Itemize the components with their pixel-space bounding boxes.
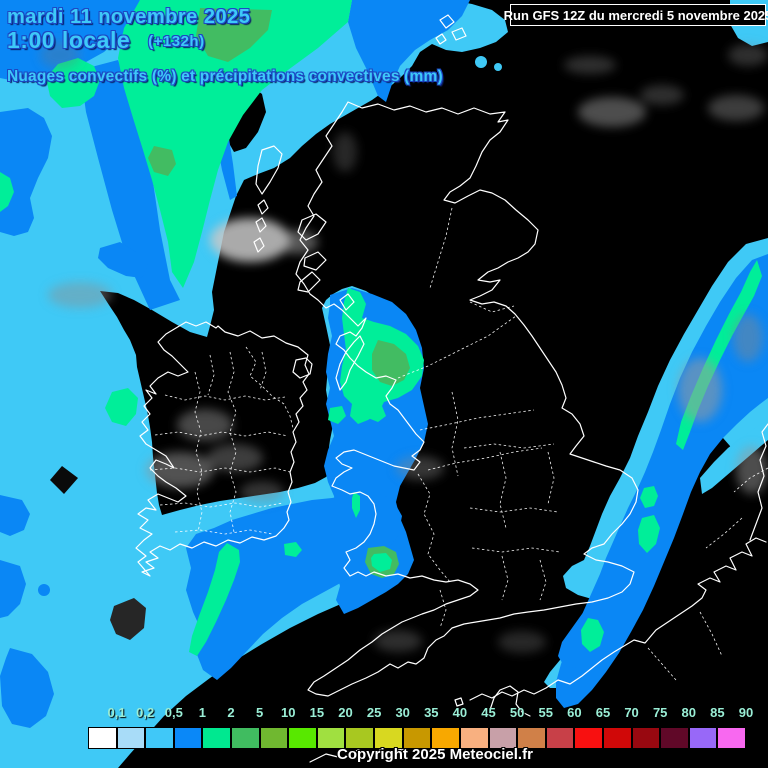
scale-label: 80 — [681, 705, 697, 720]
scale-label: 65 — [595, 705, 611, 720]
scale-cell — [459, 727, 489, 749]
scale-label: 75 — [652, 705, 668, 720]
color-scale-labels: 0,1 0,2 0,5 1 2 5 10 15 20 25 30 35 40 45 50 55 60 65 70 75… — [88, 705, 754, 723]
scale-cell — [688, 727, 718, 749]
scale-label: 15 — [309, 705, 325, 720]
scale-label: 0,2 — [136, 705, 155, 720]
scale-label: 35 — [424, 705, 439, 720]
run-info-box: Run GFS 12Z du mercredi 5 novembre 2025 — [504, 4, 768, 26]
scale-cell — [345, 727, 375, 749]
scale-cell — [202, 727, 232, 749]
scale-cell — [574, 727, 603, 749]
scale-cell — [259, 727, 289, 749]
scale-cell — [374, 727, 403, 749]
scale-cell — [631, 727, 661, 749]
scale-cell — [116, 727, 146, 749]
continental-coastline — [469, 537, 767, 701]
scale-cell — [288, 727, 317, 749]
scale-label: 20 — [338, 705, 353, 720]
great-britain-coastline — [295, 101, 639, 697]
forecast-date: mardi 11 novembre 2025 — [7, 6, 251, 28]
scale-label: 50 — [509, 705, 525, 720]
scale-label: 30 — [395, 705, 410, 720]
scotland-england-border — [397, 315, 517, 379]
color-scale-cells — [88, 727, 747, 749]
scale-label: 2 — [227, 705, 235, 720]
scale-label: 1 — [198, 705, 207, 720]
scale-cell — [660, 727, 689, 749]
copyright-text: Copyright 2025 Meteociel.fr — [337, 746, 533, 763]
scale-cell — [173, 727, 203, 749]
map-subtitle: Nuages convectifs (%) et précipitations … — [7, 68, 443, 85]
scale-cell — [231, 727, 260, 749]
scale-label: 45 — [481, 705, 496, 720]
scale-cell — [602, 727, 632, 749]
local-time: 1:00 locale — [7, 27, 131, 53]
forecast-time: 1:00 locale (+132h) — [7, 27, 205, 54]
scale-label: 70 — [624, 705, 639, 720]
scale-label: 55 — [538, 705, 553, 720]
scale-label: 40 — [452, 705, 468, 720]
scale-cell — [145, 727, 174, 749]
scale-cell — [545, 727, 575, 749]
scale-label: 60 — [567, 705, 582, 720]
scale-cell — [316, 727, 346, 749]
scale-label: 0,1 — [107, 705, 126, 720]
pembroke-core — [371, 553, 392, 572]
scale-label: 10 — [281, 705, 296, 720]
isle-of-man-coastline — [335, 335, 365, 391]
scale-label: 5 — [256, 705, 264, 720]
ireland-coastline — [135, 321, 310, 577]
scale-cell — [88, 727, 117, 749]
northern-ireland-border — [245, 346, 294, 429]
scale-label: 85 — [710, 705, 725, 720]
scale-label: 0,5 — [164, 705, 183, 720]
coastline-layer — [135, 14, 768, 763]
lough-neagh-outline — [292, 357, 313, 379]
scale-cell — [402, 727, 432, 749]
convective-cloud-layer — [40, 41, 768, 653]
forecast-offset: (+132h) — [148, 33, 205, 50]
precip-level-2-layer — [0, 0, 762, 656]
scale-label: 90 — [738, 705, 754, 720]
precip-level-5-layer — [148, 8, 410, 578]
scale-label: 25 — [366, 705, 382, 720]
scale-cell — [431, 727, 460, 749]
scale-cell — [717, 727, 747, 749]
scale-cell — [488, 727, 518, 749]
admin-borders-layer — [149, 207, 768, 681]
scale-cell — [517, 727, 546, 749]
